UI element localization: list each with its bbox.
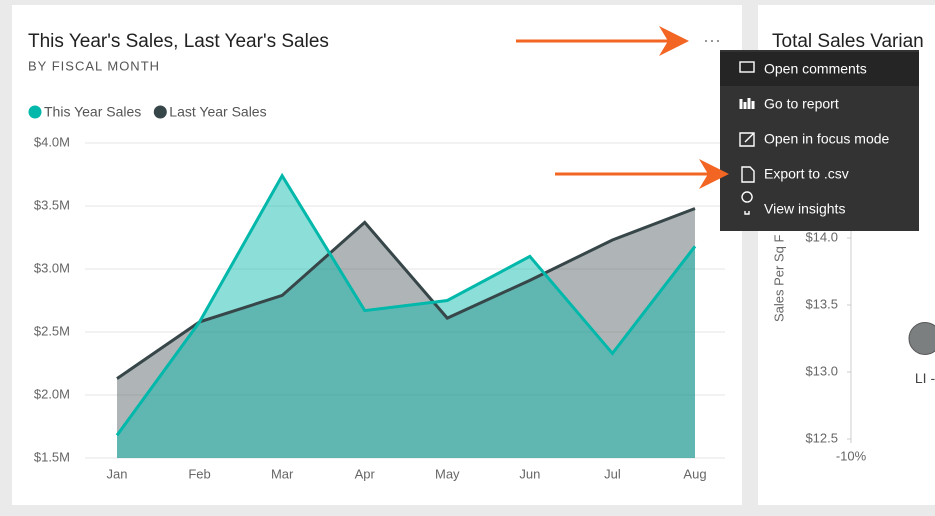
x-tick-label: May [435, 466, 460, 481]
menu-item[interactable]: View insights [764, 201, 845, 217]
x-tick-label: Jan [107, 466, 128, 481]
icon-insights [741, 191, 753, 215]
legend-label: This Year Sales [44, 104, 141, 120]
y-tick-label: $3.5M [34, 197, 70, 212]
y-tick-label: $2.5M [34, 323, 70, 338]
x-tick-label: Apr [355, 466, 376, 481]
menu-item[interactable]: Open comments [764, 61, 867, 77]
x-tick-label: Jun [519, 466, 540, 481]
y-tick-label: $2.0M [34, 386, 70, 401]
x-tick-label: Jul [604, 466, 621, 481]
icon-export [741, 166, 755, 183]
legend-label: Last Year Sales [169, 104, 266, 120]
legend-marker [28, 105, 42, 119]
area [117, 175, 695, 458]
x-tick-label: Aug [683, 466, 706, 481]
menu-item[interactable]: Open in focus mode [764, 131, 890, 147]
menu-highlight [720, 52, 919, 86]
y-tick-label: $13.0 [805, 363, 838, 378]
x-tick-label: -10% [836, 448, 867, 463]
point-label: LI - [915, 370, 935, 386]
line [116, 207, 696, 380]
x-tick-label: Feb [188, 466, 210, 481]
y-tick-label: $14.0 [805, 229, 838, 244]
icon-focus [739, 132, 755, 147]
line [115, 172, 697, 437]
chart-1: This Year's Sales, Last Year's Sales BY F… [28, 31, 725, 481]
y-axis-label: Sales Per Sq F [771, 235, 786, 322]
menu-item[interactable]: Go to report [764, 96, 839, 112]
y-tick-label: $13.5 [805, 296, 838, 311]
legend-marker [153, 105, 167, 119]
chart-title: Total Sales Varian [772, 31, 924, 52]
y-tick-label: $4.0M [34, 134, 70, 149]
y-tick-label: $3.0M [34, 260, 70, 275]
bubble [908, 322, 935, 355]
icon-comment [739, 61, 755, 73]
context-menu: Open comments Go to report Open in focus m… [720, 50, 919, 231]
icon-report [739, 98, 755, 109]
chart-subtitle: BY FISCAL MONTH [28, 58, 160, 73]
y-tick-label: $1.5M [34, 449, 70, 464]
x-tick-label: Mar [271, 466, 294, 481]
menu-item[interactable]: Export to .csv [764, 166, 849, 182]
more-options[interactable]: ··· [703, 30, 721, 50]
tile [12, 5, 742, 505]
chart-2: Total Sales Varian Sales Per Sq F $12.5 $13… [771, 31, 935, 463]
chart-title: This Year's Sales, Last Year's Sales [28, 31, 329, 52]
y-tick-label: $12.5 [805, 430, 838, 445]
